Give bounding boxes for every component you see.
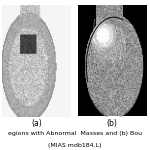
Text: (b): (b) [106,119,117,128]
Text: egions with Abnormal  Masses and (b) Bou: egions with Abnormal Masses and (b) Bou [8,130,142,135]
Text: (MIAS mdb184.L): (MIAS mdb184.L) [48,142,102,147]
Text: (a): (a) [31,119,42,128]
